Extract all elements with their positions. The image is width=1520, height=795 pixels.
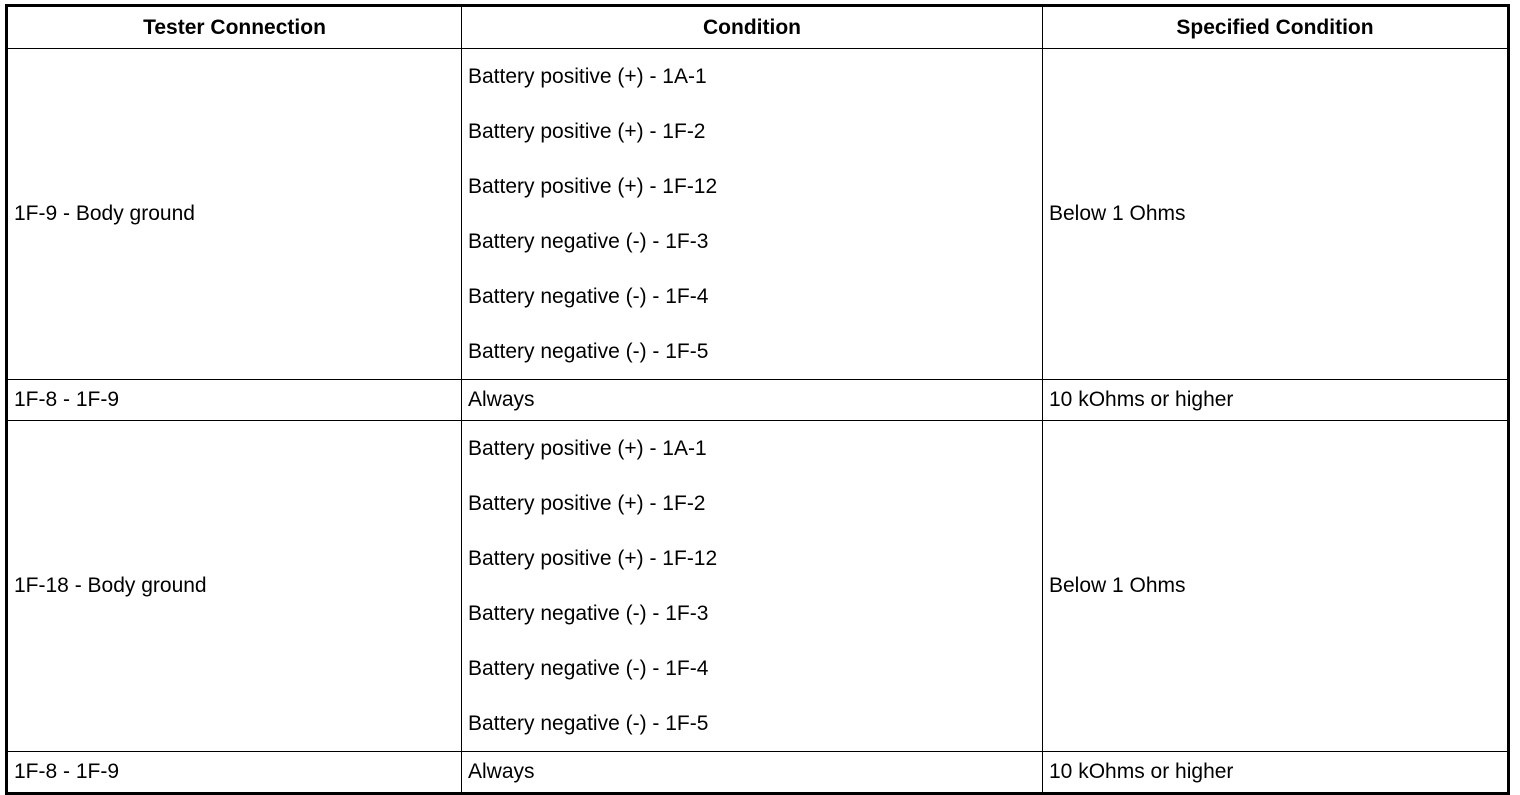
condition-item: Battery positive (+) - 1F-12 [468, 175, 718, 198]
tester-connection-cell: 1F-8 - 1F-9 [6, 379, 462, 421]
condition-item: Battery positive (+) - 1A-1 [468, 437, 707, 460]
condition-item: Battery negative (-) - 1F-3 [468, 230, 709, 253]
header-row: Tester Connection Condition Specified Co… [6, 5, 1509, 49]
condition-item: Battery negative (-) - 1F-3 [468, 602, 709, 625]
condition-cell: Battery positive (+) - 1A-1 Battery posit… [461, 420, 1043, 752]
condition-cell: Battery positive (+) - 1A-1 Battery posit… [461, 48, 1043, 380]
table-row: 1F-8 - 1F-9 Always 10 kOhms or higher [6, 751, 1509, 794]
specified-condition-cell: Below 1 Ohms [1042, 48, 1509, 380]
condition-item: Battery negative (-) - 1F-4 [468, 285, 709, 308]
condition-item: Battery positive (+) - 1F-2 [468, 120, 706, 143]
specified-condition-cell: 10 kOhms or higher [1042, 751, 1509, 794]
tester-connection-cell: 1F-18 - Body ground [6, 420, 462, 752]
condition-item: Battery negative (-) - 1F-5 [468, 340, 709, 363]
header-specified-condition: Specified Condition [1042, 5, 1509, 49]
specified-condition-cell: 10 kOhms or higher [1042, 379, 1509, 421]
condition-item: Battery negative (-) - 1F-5 [468, 712, 709, 735]
tester-connection-cell: 1F-9 - Body ground [6, 48, 462, 380]
condition-cell: Always [461, 751, 1043, 794]
header-tester-connection: Tester Connection [6, 5, 462, 49]
condition-item: Battery positive (+) - 1F-2 [468, 492, 706, 515]
table-row: 1F-9 - Body ground Battery positive (+) -… [6, 48, 1509, 380]
tester-connection-table: Tester Connection Condition Specified Co… [5, 4, 1510, 795]
condition-cell: Always [461, 379, 1043, 421]
specified-condition-cell: Below 1 Ohms [1042, 420, 1509, 752]
tester-connection-cell: 1F-8 - 1F-9 [6, 751, 462, 794]
condition-item: Battery positive (+) - 1A-1 [468, 65, 707, 88]
table-row: 1F-8 - 1F-9 Always 10 kOhms or higher [6, 379, 1509, 421]
table-row: 1F-18 - Body ground Battery positive (+) … [6, 420, 1509, 752]
condition-item: Battery negative (-) - 1F-4 [468, 657, 709, 680]
condition-item: Battery positive (+) - 1F-12 [468, 547, 718, 570]
header-condition: Condition [461, 5, 1043, 49]
